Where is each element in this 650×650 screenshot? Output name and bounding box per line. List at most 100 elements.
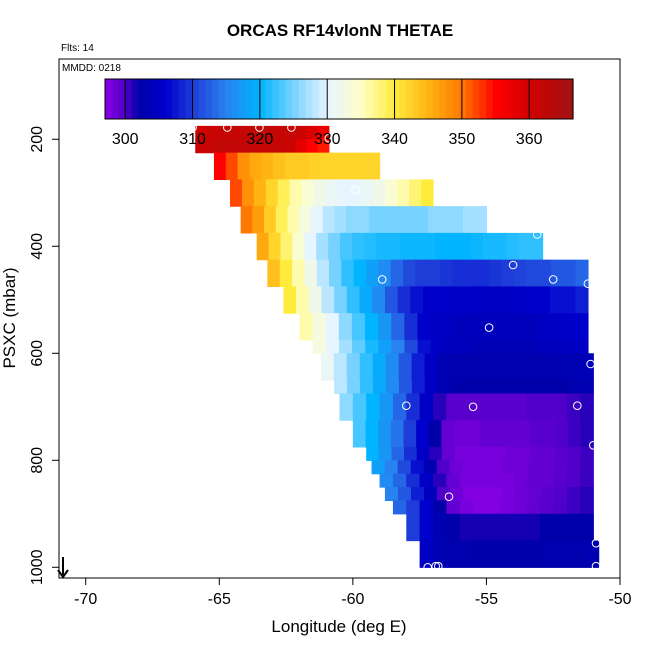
- heat-cell: [367, 166, 381, 180]
- heat-cell: [338, 326, 353, 341]
- heat-cell: [253, 179, 267, 194]
- heat-cell: [555, 420, 569, 435]
- heat-cell: [447, 246, 460, 261]
- heat-cell: [474, 540, 490, 555]
- heat-cell: [489, 487, 503, 502]
- heat-cell: [575, 299, 589, 314]
- heat-cell: [325, 192, 339, 207]
- colorbar-segment: [532, 79, 541, 119]
- heat-cell: [261, 166, 274, 180]
- heat-cell: [316, 232, 329, 247]
- heat-cell: [459, 513, 474, 528]
- heat-cell: [539, 406, 554, 421]
- heat-cell: [264, 219, 277, 234]
- heat-cell: [439, 219, 452, 234]
- heat-cell: [429, 446, 443, 461]
- heat-cell: [526, 273, 540, 287]
- heat-cell: [530, 246, 544, 261]
- heat-cell: [537, 299, 551, 314]
- heat-cell: [372, 366, 387, 381]
- heat-cell: [529, 540, 545, 555]
- heat-cell: [517, 446, 531, 461]
- heat-cell: [310, 219, 324, 234]
- heat-cell: [398, 353, 413, 368]
- colorbar-segment: [158, 79, 166, 119]
- heat-cell: [406, 406, 421, 421]
- heat-cell: [530, 433, 544, 448]
- heat-cell: [399, 232, 413, 247]
- heat-cell: [308, 152, 322, 167]
- colorbar-segment: [198, 79, 206, 119]
- heat-cell: [369, 219, 382, 234]
- heat-cell: [365, 420, 379, 435]
- colorbar-segment: [412, 79, 420, 119]
- heat-cell: [352, 433, 367, 448]
- colorbar-segment: [526, 79, 534, 119]
- heat-cell: [310, 206, 324, 221]
- heat-cell: [422, 299, 437, 314]
- heat-cell: [463, 366, 478, 381]
- heat-cell: [452, 259, 466, 274]
- heat-cell: [574, 326, 589, 341]
- heat-cell: [555, 433, 569, 448]
- heat-cell: [537, 286, 551, 301]
- heat-cell: [571, 540, 586, 555]
- heat-cell: [482, 232, 496, 247]
- data-point: [444, 492, 454, 502]
- heat-cell: [397, 487, 412, 502]
- heat-cell: [518, 232, 532, 247]
- heat-cell: [284, 125, 297, 140]
- heat-cell: [256, 232, 270, 247]
- heat-cell: [391, 339, 406, 354]
- heat-cell: [459, 527, 474, 542]
- heat-cell: [301, 192, 315, 207]
- heat-cell: [529, 553, 545, 568]
- heat-cell: [279, 273, 293, 287]
- heat-cell: [372, 286, 386, 301]
- heat-cell: [541, 353, 555, 368]
- heat-cell: [486, 299, 500, 314]
- heat-cell: [515, 487, 529, 502]
- heat-cell: [515, 380, 530, 395]
- heat-cell: [424, 366, 439, 381]
- heat-cell: [441, 433, 455, 448]
- heat-cell: [365, 339, 379, 354]
- colorbar-segment: [292, 79, 300, 119]
- colorbar-segment: [499, 79, 507, 119]
- colorbar-segment: [298, 79, 307, 119]
- x-axis: -70 -65 -60 -55 -50: [74, 578, 632, 608]
- data-point: [324, 133, 334, 143]
- heat-cell: [561, 313, 576, 328]
- heat-cell: [241, 192, 255, 207]
- heat-cell: [406, 473, 421, 488]
- heat-cell: [304, 273, 318, 287]
- heat-cell: [229, 192, 243, 207]
- heat-cell: [430, 339, 445, 354]
- heat-cell: [446, 393, 461, 408]
- data-point: [431, 561, 441, 571]
- heat-cell: [313, 179, 327, 194]
- heat-cell: [567, 460, 581, 475]
- heat-cell: [375, 232, 389, 247]
- heat-cell: [463, 206, 476, 221]
- colorbar-segment: [332, 79, 340, 119]
- data-point: [287, 123, 296, 132]
- heat-cell: [501, 259, 515, 274]
- heat-cell: [450, 487, 464, 502]
- data-point: [586, 359, 595, 369]
- heat-cell: [427, 206, 441, 221]
- data-point: [548, 275, 558, 284]
- heat-cell: [492, 420, 506, 435]
- heat-cell: [549, 286, 564, 301]
- heat-cell: [492, 433, 506, 448]
- data-point: [589, 441, 598, 450]
- heat-cell: [494, 246, 508, 261]
- heat-cell: [567, 487, 581, 502]
- heat-cell: [463, 353, 478, 368]
- heat-cell: [516, 553, 531, 568]
- heat-cell: [471, 232, 484, 247]
- heat-cell: [296, 299, 310, 314]
- heat-cell: [428, 420, 443, 435]
- colorbar-segment: [318, 79, 327, 119]
- heat-cell: [390, 420, 405, 435]
